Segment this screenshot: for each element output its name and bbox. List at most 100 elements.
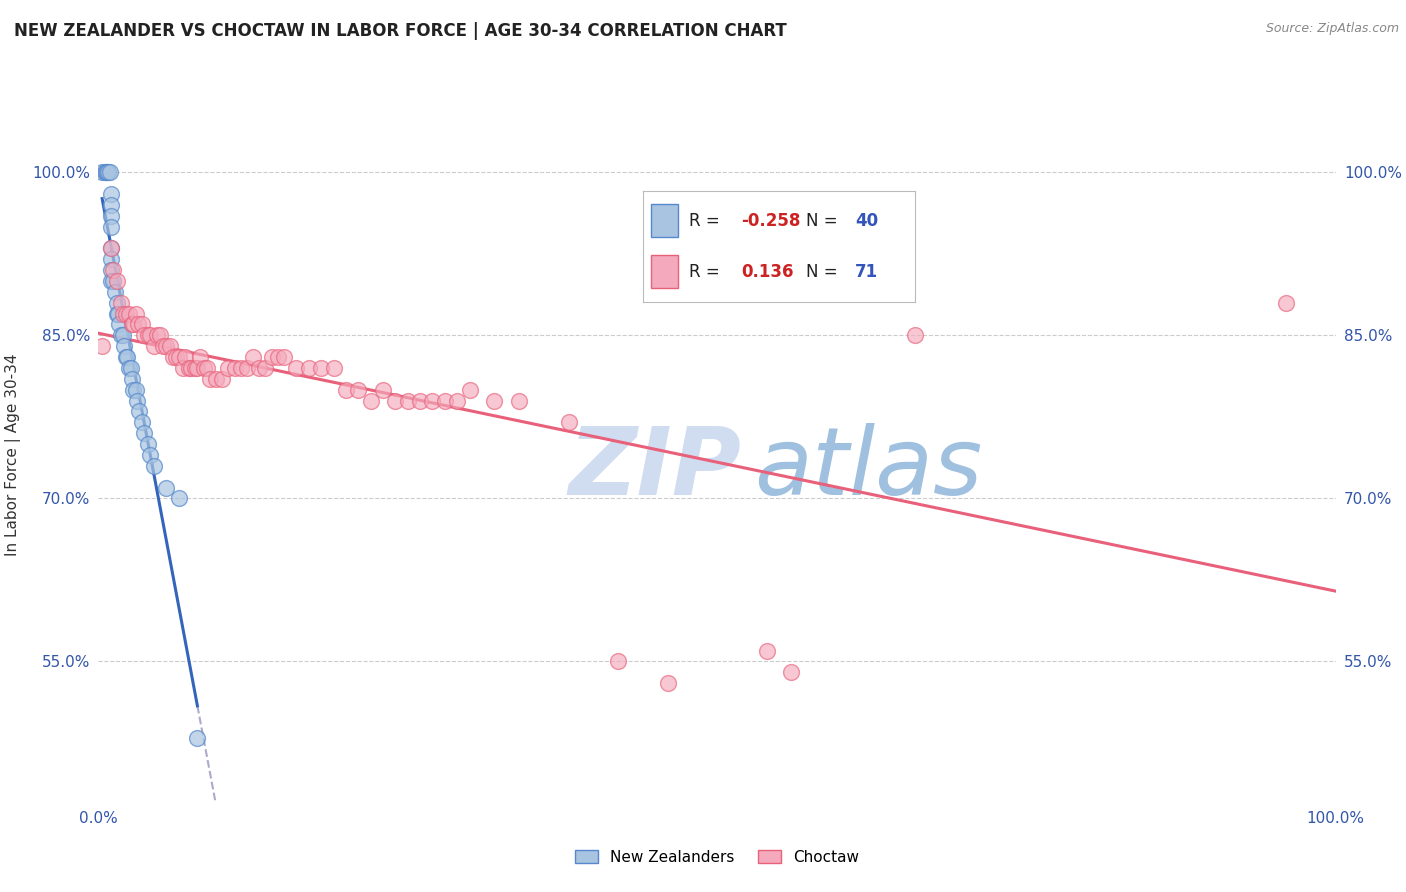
Point (122, 318, 145, 332)
Point (236, 361, 259, 376)
Point (384, 393, 406, 408)
Point (195, 361, 218, 376)
Point (97, 165, 120, 179)
Point (110, 328, 132, 343)
Point (100, 274, 122, 288)
Point (143, 458, 166, 473)
Text: 71: 71 (855, 263, 879, 281)
Point (100, 198, 122, 212)
Point (100, 219, 122, 234)
Point (134, 426, 156, 441)
Point (112, 328, 135, 343)
Point (267, 350, 290, 364)
Point (96, 165, 118, 179)
Point (309, 361, 332, 376)
Point (121, 372, 143, 386)
Point (114, 307, 136, 321)
Point (114, 350, 136, 364)
Point (396, 393, 419, 408)
Y-axis label: In Labor Force | Age 30-34: In Labor Force | Age 30-34 (6, 353, 21, 557)
Point (143, 339, 166, 353)
Point (115, 350, 138, 364)
Point (105, 274, 128, 288)
Point (103, 263, 125, 277)
Point (105, 307, 128, 321)
Point (360, 393, 382, 408)
Point (93, 165, 115, 179)
Point (118, 307, 141, 321)
Point (254, 361, 277, 376)
Point (484, 393, 506, 408)
Point (607, 655, 630, 669)
Point (139, 328, 162, 343)
Point (134, 328, 156, 343)
Point (347, 383, 370, 397)
Point (162, 350, 184, 364)
Point (139, 448, 162, 462)
Point (167, 350, 190, 364)
Point (167, 491, 190, 506)
Point (103, 285, 125, 299)
Point (1275, 295, 1298, 310)
Bar (651, 204, 678, 237)
Point (780, 665, 803, 680)
Text: atlas: atlas (754, 424, 983, 515)
Point (152, 339, 174, 353)
Point (409, 393, 432, 408)
Point (508, 393, 530, 408)
Point (131, 415, 153, 429)
Point (112, 307, 135, 321)
Point (91, 165, 114, 179)
Point (186, 731, 208, 745)
Point (371, 383, 394, 397)
Point (112, 339, 135, 353)
Text: ZIP: ZIP (568, 423, 741, 515)
Point (193, 361, 215, 376)
Point (91, 339, 114, 353)
Point (159, 339, 181, 353)
Point (136, 328, 159, 343)
Point (100, 187, 122, 202)
Point (110, 295, 132, 310)
Text: 0.136: 0.136 (741, 263, 793, 281)
Text: N =: N = (806, 263, 838, 281)
Point (229, 361, 252, 376)
Point (127, 318, 149, 332)
Point (100, 241, 122, 255)
Point (285, 361, 308, 376)
Point (155, 339, 177, 353)
Point (273, 350, 295, 364)
Point (124, 383, 146, 397)
Point (217, 361, 239, 376)
Point (121, 318, 143, 332)
Point (177, 361, 200, 376)
Text: 40: 40 (855, 211, 879, 229)
Point (107, 307, 129, 321)
Point (211, 372, 233, 386)
Point (335, 383, 357, 397)
Point (100, 252, 122, 267)
Point (322, 361, 344, 376)
Point (205, 372, 228, 386)
Point (247, 361, 270, 376)
Bar (651, 255, 678, 288)
Point (105, 295, 128, 310)
Point (172, 361, 194, 376)
Point (755, 643, 778, 657)
Point (422, 393, 444, 408)
Text: -0.258: -0.258 (741, 211, 800, 229)
Point (103, 274, 125, 288)
Point (124, 307, 146, 321)
Point (125, 393, 148, 408)
Point (100, 209, 122, 223)
Point (224, 361, 246, 376)
Text: N =: N = (806, 211, 838, 229)
Point (242, 350, 264, 364)
Point (904, 328, 927, 343)
Point (458, 383, 481, 397)
Point (165, 350, 187, 364)
Point (94, 165, 117, 179)
Point (188, 350, 211, 364)
Text: NEW ZEALANDER VS CHOCTAW IN LABOR FORCE | AGE 30-34 CORRELATION CHART: NEW ZEALANDER VS CHOCTAW IN LABOR FORCE … (14, 22, 787, 40)
Point (118, 361, 141, 376)
